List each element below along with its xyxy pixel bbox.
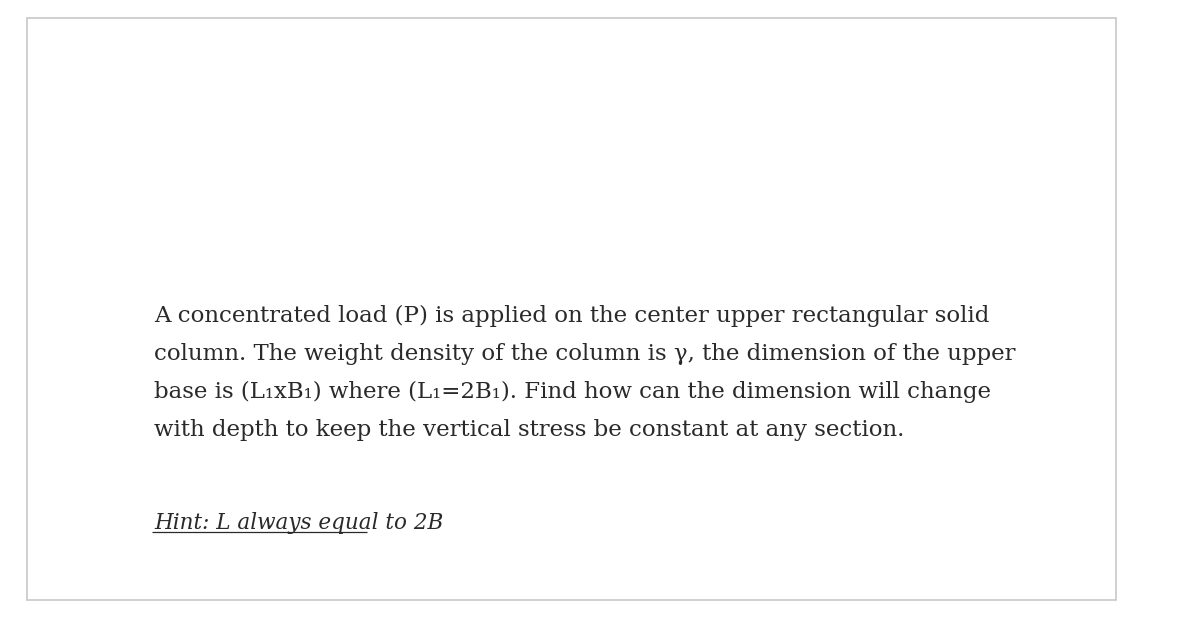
Text: Hint: L always equal to 2B: Hint: L always equal to 2B [155,512,444,534]
Text: A concentrated load (P) is applied on the center upper rectangular solid: A concentrated load (P) is applied on th… [155,305,990,327]
Text: with depth to keep the vertical stress be constant at any section.: with depth to keep the vertical stress b… [155,419,905,441]
Text: column. The weight density of the column is γ, the dimension of the upper: column. The weight density of the column… [155,343,1015,365]
Text: base is (L₁xB₁) where (L₁=2B₁). Find how can the dimension will change: base is (L₁xB₁) where (L₁=2B₁). Find how… [155,381,991,403]
